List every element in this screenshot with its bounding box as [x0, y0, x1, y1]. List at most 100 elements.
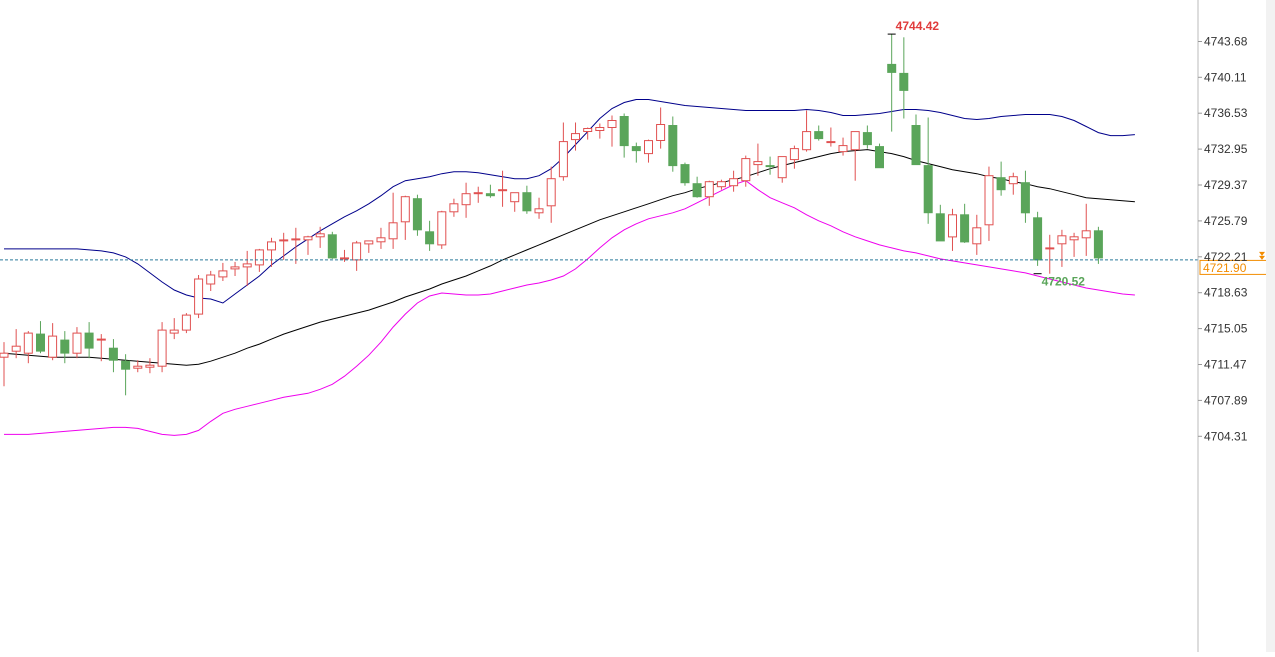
candle	[498, 170, 508, 207]
y-tick-label: 4704.31	[1204, 429, 1248, 443]
candle	[948, 208, 957, 251]
candle-body	[72, 332, 82, 354]
y-tick-label: 4740.11	[1204, 70, 1247, 84]
candle	[546, 166, 556, 223]
candle-body	[571, 133, 580, 141]
candle	[644, 139, 653, 163]
candle-body	[1020, 182, 1030, 214]
candle-body	[522, 192, 532, 212]
candle-body	[1045, 247, 1055, 250]
candle-body	[84, 332, 94, 349]
candle-body	[96, 338, 106, 341]
candle	[838, 137, 848, 156]
candle-body	[206, 274, 216, 285]
candle	[60, 331, 70, 364]
middle-band-line	[3, 149, 1135, 366]
candle-body	[376, 237, 386, 243]
candle-body	[254, 249, 264, 266]
candle	[36, 321, 45, 354]
candle	[789, 145, 799, 169]
candle-body	[449, 203, 459, 213]
candle	[218, 262, 228, 281]
candle	[1069, 232, 1079, 257]
candle-body	[802, 131, 812, 151]
candle-body	[291, 238, 301, 241]
candle	[996, 161, 1006, 196]
y-tick-label: 4736.53	[1204, 106, 1248, 120]
candle-body	[668, 125, 678, 167]
y-tick-label: 4707.89	[1204, 393, 1248, 407]
candle	[340, 249, 349, 262]
candle-body	[108, 347, 118, 361]
candle-body	[485, 193, 495, 197]
candle-body	[133, 365, 143, 369]
candle-body	[716, 181, 726, 188]
low-label: 4720.52	[1042, 275, 1086, 289]
candle	[850, 131, 860, 181]
y-tick-label: 4732.95	[1204, 142, 1248, 156]
candle-body	[315, 233, 325, 238]
candle-body	[303, 236, 313, 241]
candle	[473, 186, 483, 203]
candle	[571, 122, 580, 151]
candle	[692, 176, 702, 198]
candle	[1045, 234, 1055, 274]
candle	[388, 192, 398, 249]
candle-body	[862, 132, 872, 146]
candle	[412, 194, 422, 236]
candle-body	[48, 335, 58, 358]
candle-body	[400, 196, 410, 223]
candle-body	[1081, 230, 1091, 239]
y-tick-label: 4715.05	[1204, 322, 1248, 336]
candle	[887, 34, 897, 132]
candle	[108, 339, 118, 373]
candle-body	[619, 116, 629, 147]
candle	[1008, 172, 1018, 195]
candle	[291, 227, 301, 264]
candle	[583, 127, 593, 140]
price-marker-icon	[1259, 251, 1265, 260]
candle	[461, 182, 471, 218]
candle-body	[899, 72, 909, 91]
candle-body	[412, 198, 422, 231]
candle	[230, 261, 240, 276]
candle-body	[777, 156, 787, 179]
candle-body	[1069, 236, 1079, 241]
candle	[425, 220, 435, 251]
candle	[777, 156, 787, 183]
candle-body	[1008, 176, 1018, 185]
candle	[485, 184, 495, 198]
candle	[716, 179, 726, 190]
candle	[862, 125, 872, 149]
candle-body	[1033, 217, 1043, 261]
y-tick-label: 4743.68	[1204, 35, 1248, 49]
upper-band-line	[4, 99, 1135, 304]
candle-body	[923, 165, 933, 214]
candles	[0, 34, 1103, 396]
candle	[181, 313, 191, 334]
candle	[935, 204, 945, 242]
candle-body	[0, 352, 9, 358]
candle	[1033, 211, 1043, 266]
candle	[984, 166, 994, 241]
candle	[911, 114, 921, 166]
candle-body	[267, 241, 276, 251]
high-label: 4744.42	[896, 19, 940, 33]
candle-body	[753, 161, 763, 166]
candle	[279, 232, 289, 260]
candle	[315, 226, 325, 248]
candle-body	[181, 314, 191, 331]
candle	[48, 323, 58, 361]
candle	[169, 318, 179, 340]
candle-body	[364, 240, 374, 245]
candle	[84, 322, 94, 359]
candle-body	[327, 234, 337, 259]
candle-body	[388, 222, 398, 240]
candle	[534, 197, 544, 219]
candle	[960, 203, 970, 243]
candle	[0, 342, 9, 387]
candle-body	[692, 183, 702, 198]
candle	[133, 360, 143, 373]
